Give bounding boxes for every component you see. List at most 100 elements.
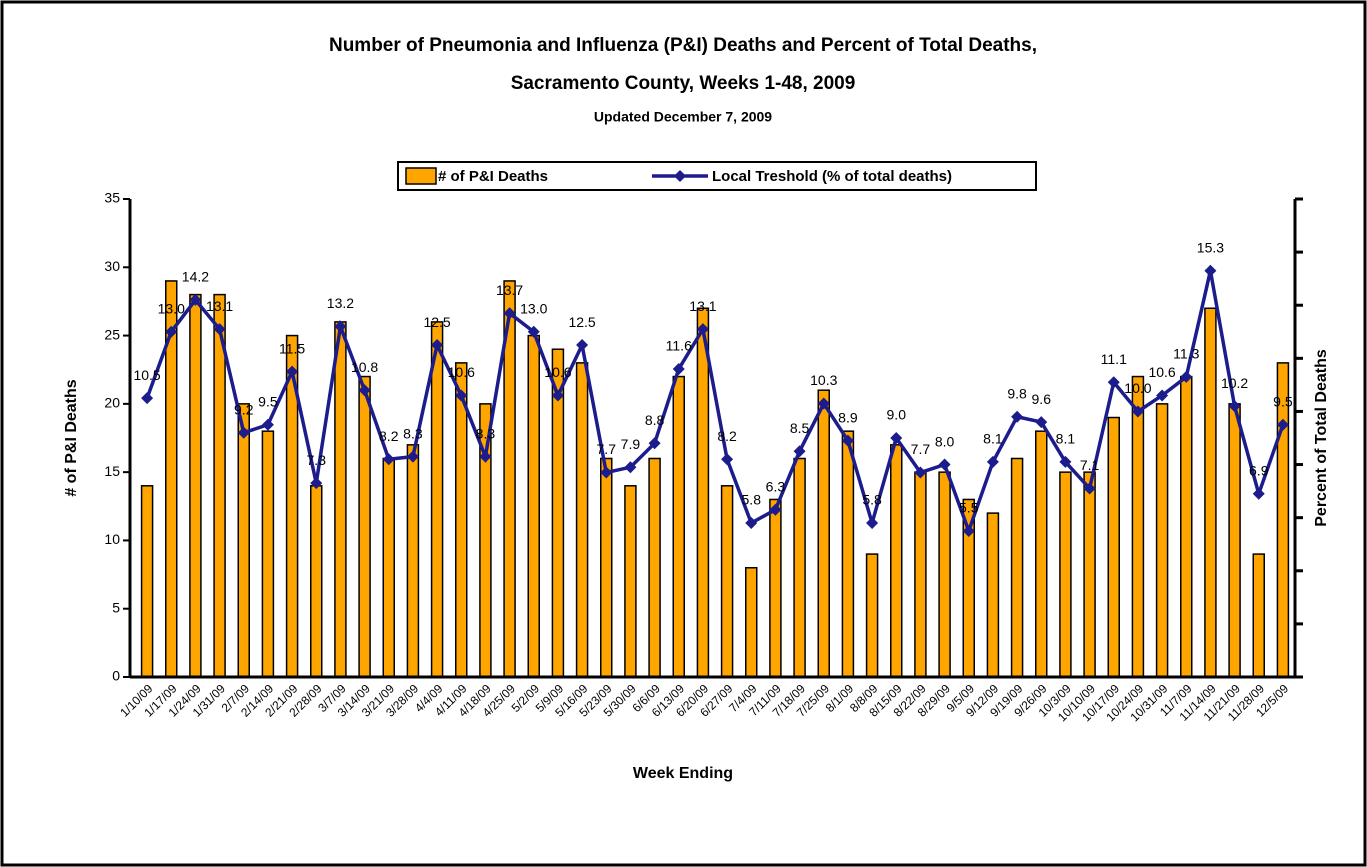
marker	[769, 503, 782, 516]
y-tick-label: 35	[104, 190, 120, 206]
data-label: 11.3	[1173, 346, 1199, 362]
bar	[769, 498, 782, 678]
data-label: 9.6	[1032, 391, 1052, 407]
x-axis-label: Week Ending	[633, 765, 733, 782]
marker	[721, 453, 734, 466]
marker	[286, 365, 299, 378]
data-label: 10.3	[810, 372, 837, 388]
marker	[914, 466, 927, 479]
bar	[1276, 362, 1290, 678]
marker	[382, 453, 395, 466]
marker	[793, 445, 806, 458]
bar	[189, 293, 202, 678]
marker	[527, 325, 540, 338]
bar	[1204, 307, 1217, 678]
marker	[213, 323, 226, 336]
bar	[793, 457, 806, 678]
data-label: 13.1	[689, 298, 716, 314]
bar	[672, 375, 685, 678]
chart-subtitle: Updated December 7, 2009	[594, 109, 772, 125]
marker	[962, 524, 975, 537]
bar	[358, 375, 371, 678]
data-label: 6.9	[1249, 462, 1269, 478]
marker	[141, 392, 154, 405]
y-tick-label: 5	[112, 599, 120, 615]
bar	[406, 444, 420, 678]
marker	[165, 325, 178, 338]
marker	[600, 466, 613, 479]
data-label: 8.1	[1056, 431, 1076, 447]
bar	[624, 485, 637, 678]
bar	[237, 403, 250, 678]
data-label: 5.5	[959, 500, 979, 516]
marker	[1252, 487, 1265, 500]
marker	[551, 389, 564, 402]
marker	[189, 293, 202, 306]
data-label: 10.6	[544, 364, 571, 380]
bar	[334, 321, 347, 678]
data-label: 13.0	[520, 300, 547, 316]
marker	[890, 432, 903, 444]
data-label: 7.1	[1080, 457, 1100, 473]
y-tick-label: 25	[104, 326, 120, 342]
data-label: 8.2	[717, 428, 737, 444]
legend-marker	[674, 170, 686, 182]
data-label: 10.8	[351, 359, 378, 375]
bar	[1107, 416, 1120, 678]
y-tick-label: 0	[112, 668, 120, 684]
marker	[841, 434, 854, 447]
data-label: 10.6	[448, 364, 475, 380]
data-label: 9.5	[258, 393, 278, 409]
marker	[406, 450, 419, 463]
data-label: 12.5	[423, 314, 450, 330]
data-label: 10.6	[1148, 364, 1175, 380]
marker	[431, 339, 444, 352]
marker	[1228, 400, 1241, 413]
y-tick-label: 30	[104, 258, 120, 274]
marker	[503, 307, 516, 320]
data-label: 5.8	[862, 492, 882, 508]
marker	[745, 516, 758, 529]
data-label: 13.0	[158, 300, 185, 316]
marker	[310, 477, 323, 490]
data-label: 6.3	[766, 478, 786, 494]
data-label: 8.9	[838, 409, 858, 425]
bar	[720, 485, 734, 678]
bar	[817, 389, 830, 678]
bar	[1252, 553, 1265, 678]
y-tick-label: 10	[104, 531, 120, 547]
bar	[140, 485, 154, 678]
bar	[1035, 430, 1048, 678]
marker	[1204, 264, 1217, 277]
data-label: 9.2	[234, 401, 254, 417]
bar	[1010, 457, 1024, 678]
data-label: 13.2	[327, 295, 354, 311]
data-label: 7.7	[597, 441, 617, 457]
marker	[1276, 418, 1289, 431]
marker	[817, 397, 830, 410]
chart-title-line2: Sacramento County, Weeks 1-48, 2009	[511, 73, 856, 94]
marker	[479, 450, 492, 463]
marker	[1107, 376, 1120, 389]
bar	[696, 307, 710, 678]
line	[145, 270, 1285, 537]
marker	[455, 389, 468, 402]
data-label: 12.5	[568, 314, 595, 330]
marker	[261, 418, 274, 431]
marker	[237, 426, 250, 439]
data-label: 10.5	[133, 367, 160, 383]
bar	[648, 457, 661, 678]
bar	[890, 444, 903, 678]
marker	[1156, 389, 1169, 402]
marker	[986, 455, 999, 468]
marker	[1011, 410, 1024, 423]
data-label: 13.1	[206, 298, 233, 314]
marker	[1180, 370, 1193, 383]
data-label: 8.3	[476, 425, 496, 441]
bar	[745, 566, 758, 678]
bar	[430, 321, 444, 678]
bar	[914, 471, 927, 678]
data-label: 8.1	[983, 431, 1003, 447]
data-label: 9.8	[1007, 385, 1027, 401]
data-label: 15.3	[1197, 239, 1224, 255]
